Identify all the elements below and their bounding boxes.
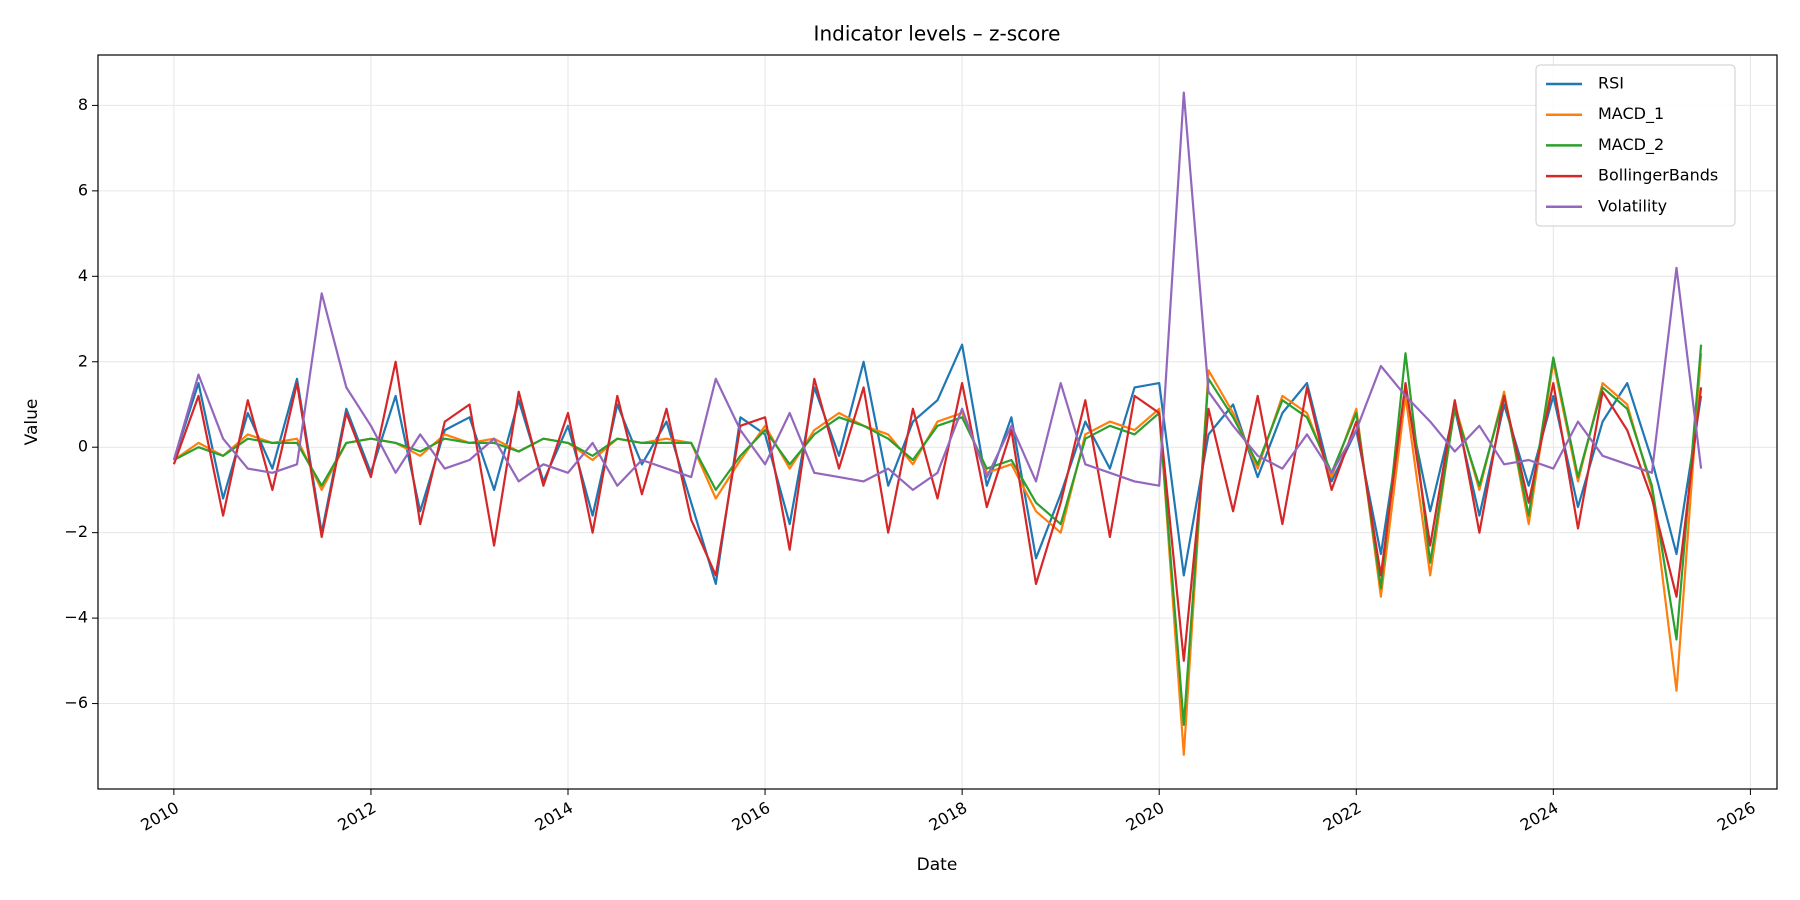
y-tick-label: 0	[78, 437, 88, 456]
legend-label: Volatility	[1598, 196, 1667, 215]
legend-label: BollingerBands	[1598, 166, 1718, 185]
series-line	[172, 360, 1703, 662]
x-tick-label: 2018	[926, 798, 971, 835]
series-line	[173, 344, 1703, 726]
y-tick-label: 6	[78, 180, 88, 199]
y-tick-label: −2	[64, 522, 88, 541]
legend-box	[1535, 64, 1736, 227]
series-line	[172, 91, 1703, 491]
y-tick-label: −4	[64, 608, 88, 627]
x-tick-label: 2016	[729, 798, 774, 835]
x-tick-label: 2010	[137, 798, 182, 835]
x-axis-label: Date	[917, 855, 958, 875]
x-tick-label: 2014	[531, 798, 576, 835]
x-tick-label: 2026	[1714, 798, 1759, 835]
y-tick-label: 2	[78, 351, 88, 370]
x-tick-label: 2012	[334, 798, 379, 835]
x-tick-label: 2024	[1517, 798, 1562, 835]
x-tick-label: 2022	[1320, 798, 1365, 835]
y-axis-label: Value	[22, 399, 42, 446]
chart-title: Indicator levels – z-score	[814, 22, 1061, 46]
legend-label: MACD_2	[1598, 135, 1664, 155]
y-tick-label: 8	[78, 95, 88, 114]
plot-frame	[97, 54, 1778, 790]
legend-label: RSI	[1598, 74, 1624, 93]
y-tick-label: 4	[78, 266, 88, 285]
y-tick-label: −6	[64, 693, 88, 712]
legend-label: MACD_1	[1598, 104, 1664, 124]
x-tick-label: 2020	[1123, 798, 1168, 835]
